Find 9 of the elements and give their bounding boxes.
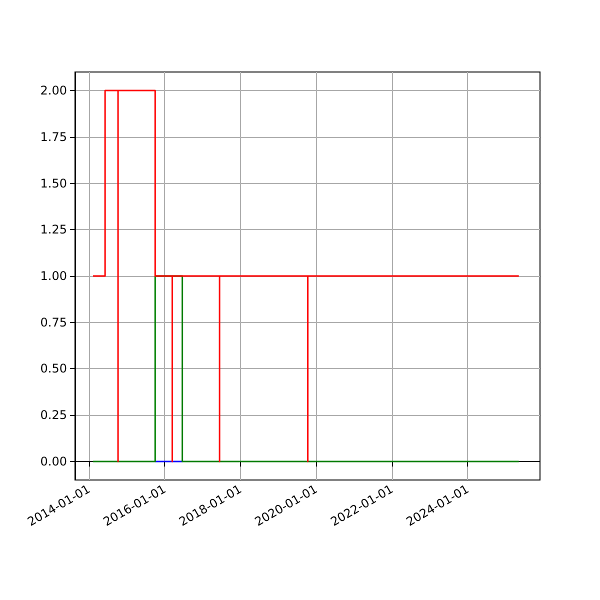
y-tick-label: 1.25 [40,222,67,237]
y-tick-label: 2.00 [40,84,67,98]
y-tick-label: 0.25 [40,408,67,422]
y-tick-label: 1.75 [40,130,67,144]
y-tick-label: 0.75 [40,315,67,330]
y-tick-label: 0.00 [40,454,67,468]
y-tick-label: 0.50 [40,362,67,376]
y-tick-label: 1.50 [40,176,67,190]
y-tick-label: 1.00 [40,269,67,283]
